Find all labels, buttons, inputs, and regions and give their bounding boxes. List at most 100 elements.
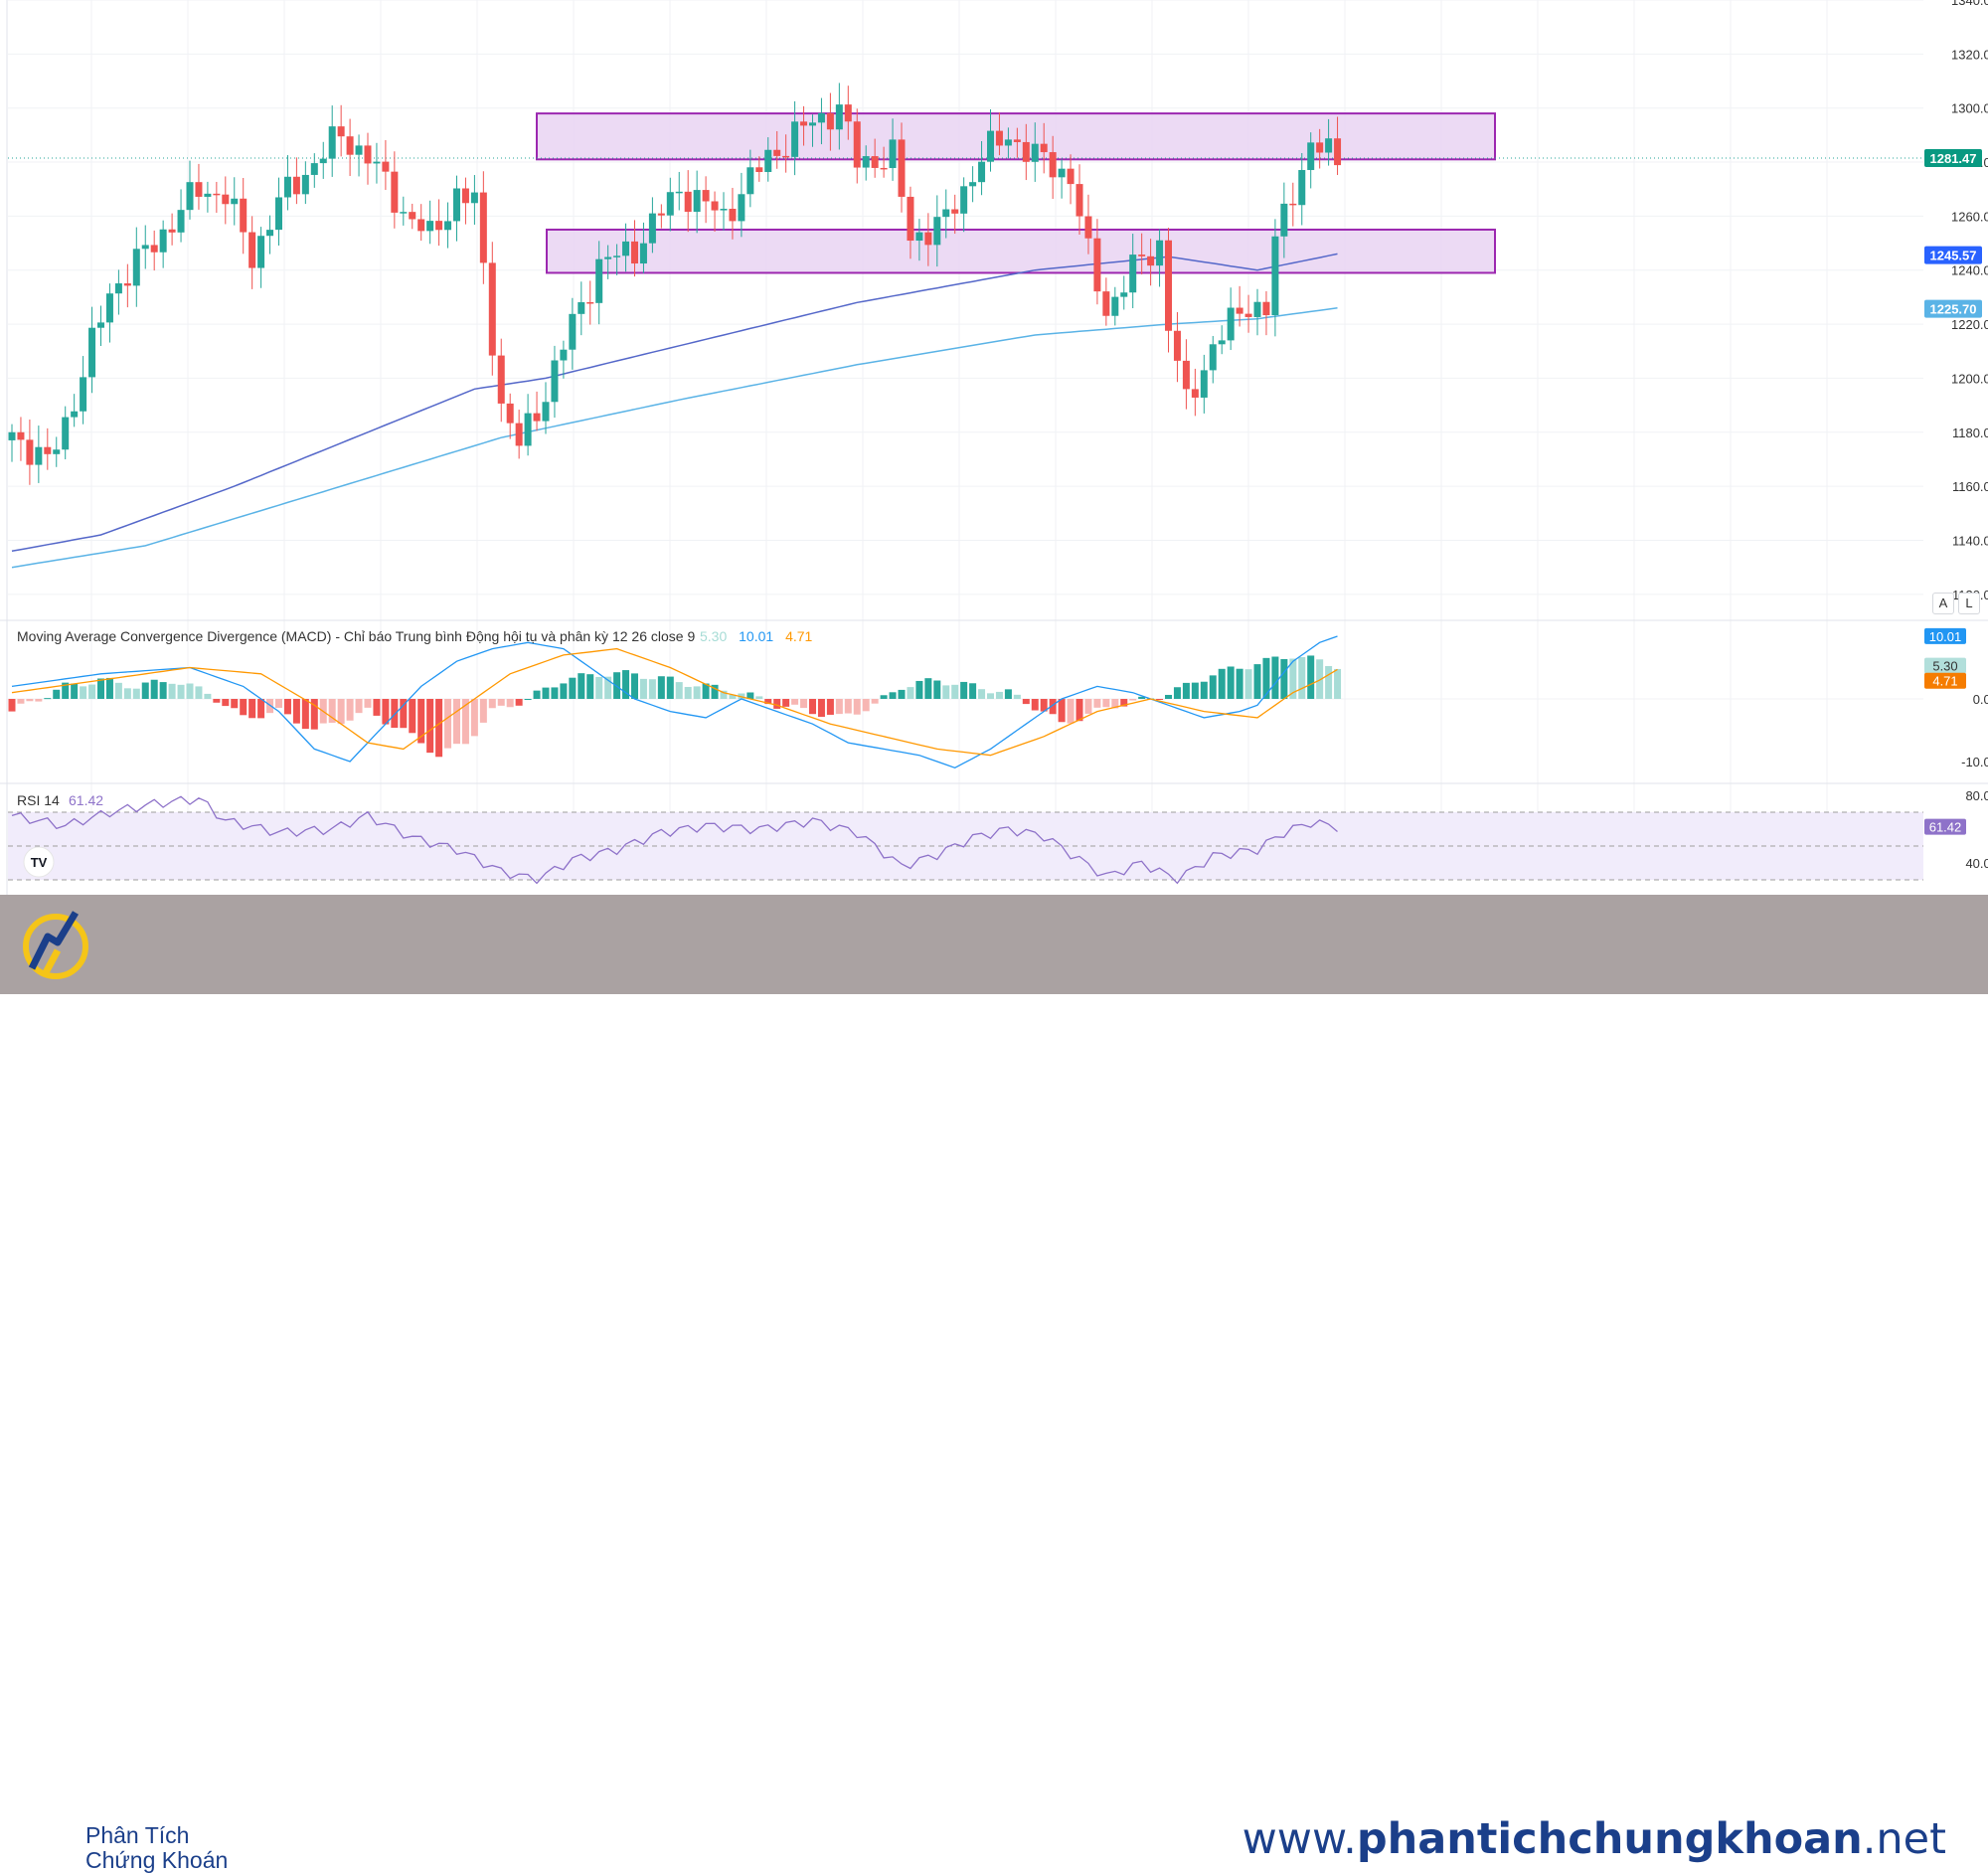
macd-histogram-bar — [1200, 681, 1208, 699]
macd-values: 5.30 10.01 4.71 — [700, 628, 813, 644]
macd-histogram-bar — [53, 689, 61, 699]
macd-histogram-bar — [80, 686, 87, 699]
macd-histogram-bar — [435, 699, 443, 758]
candle-body — [1227, 307, 1235, 341]
candle-body — [693, 190, 701, 213]
macd-histogram-bar — [204, 693, 212, 699]
macd-histogram-bar — [1138, 696, 1146, 699]
candle-body — [907, 196, 914, 242]
candle-body — [1129, 255, 1137, 293]
macd-histogram-bar — [1004, 689, 1012, 699]
signal-label-bg — [1924, 672, 1966, 689]
macd-histogram-bar — [889, 692, 897, 699]
macd-histogram-bar — [791, 699, 799, 705]
price-tick: 1140.00 — [1952, 533, 1988, 548]
candle-body — [132, 249, 140, 286]
candle-body — [1013, 139, 1021, 142]
candle-body — [204, 193, 212, 197]
macd-histogram-bar — [257, 699, 265, 719]
candle-body — [123, 283, 131, 286]
candle-body — [391, 171, 399, 213]
candle-body — [346, 136, 354, 155]
macd-histogram-bar — [648, 679, 656, 699]
candle-body — [1298, 170, 1306, 206]
candle-body — [586, 301, 594, 304]
ma-fast-label-bg — [1924, 246, 1982, 264]
macd-histogram-bar — [1031, 699, 1039, 711]
candle-body — [817, 112, 825, 123]
macd-histogram-bar — [283, 699, 291, 715]
macd-histogram-bar — [1191, 682, 1199, 699]
candle-body — [1253, 301, 1261, 317]
auto-scale-button[interactable]: A — [1932, 593, 1954, 614]
macd-histogram-bar — [1209, 675, 1217, 699]
macd-histogram-bar — [44, 698, 52, 700]
candle-body — [97, 322, 104, 328]
candle-body — [533, 413, 541, 422]
macd-histogram-bar — [720, 690, 728, 699]
candle-body — [595, 258, 603, 303]
price-tick: 1160.00 — [1952, 479, 1988, 494]
candle-body — [417, 219, 425, 232]
ma-slow-label: 1225.70 — [1930, 302, 1977, 317]
macd-histogram-bar — [978, 689, 986, 699]
candle-body — [44, 446, 52, 454]
candle-body — [826, 112, 834, 130]
macd-histogram-bar — [141, 682, 149, 699]
macd-histogram-bar — [479, 699, 487, 723]
macd-histogram-bar — [426, 699, 434, 754]
macd-histogram-bar — [729, 694, 737, 699]
candle-body — [604, 256, 612, 259]
macd-histogram-bar — [639, 678, 647, 699]
macd-histogram-bar — [337, 699, 345, 725]
macd-histogram-bar — [817, 699, 825, 718]
candle-body — [1218, 340, 1226, 345]
macd-histogram-bar — [764, 699, 772, 705]
rsi-pane: 80.00 40.00 61.42 — [8, 788, 1988, 885]
candle-body — [969, 182, 977, 187]
macd-histogram-bar — [292, 699, 300, 724]
candle-body — [355, 145, 363, 155]
candle-body — [1049, 152, 1057, 178]
macd-histogram-bar — [364, 699, 372, 708]
candle-body — [319, 158, 327, 164]
macd-histogram-bar — [835, 699, 843, 715]
candle-body — [266, 230, 274, 237]
macd-histogram-bar — [826, 699, 834, 715]
macd-histogram-bar — [8, 699, 16, 712]
macd-histogram-bar — [657, 676, 665, 699]
macd-histogram-bar — [177, 684, 185, 699]
candle-body — [301, 174, 309, 195]
website-url[interactable]: www.phantichchungkhoan.net — [1242, 1814, 1946, 1864]
macd-histogram-bar — [782, 699, 790, 707]
macd-histogram-bar — [1227, 666, 1235, 699]
candle-body — [1280, 203, 1288, 237]
macd-label: 10.01 — [1929, 629, 1962, 644]
macd-histogram-bar — [533, 690, 541, 699]
macd-histogram-bar — [453, 699, 460, 745]
candle-body — [862, 156, 870, 168]
macd-histogram-bar — [1102, 699, 1110, 708]
candle-body — [17, 431, 25, 440]
macd-tick: 0.00 — [1973, 692, 1988, 707]
candle-body — [488, 262, 496, 356]
macd-histogram-bar — [569, 677, 577, 699]
candle-body — [782, 155, 790, 158]
tradingview-logo[interactable]: TV — [23, 846, 55, 878]
macd-histogram-bar — [159, 682, 167, 699]
macd-histogram-bar — [1253, 664, 1261, 699]
macd-histogram-bar — [898, 689, 906, 699]
macd-pane: 0.00-10.0010.015.304.71 — [8, 627, 1988, 769]
log-scale-button[interactable]: L — [1958, 593, 1980, 614]
candles — [8, 83, 1342, 485]
macd-histogram-bar — [907, 687, 914, 699]
macd-histogram-bar — [684, 686, 692, 699]
ma-fast-line — [11, 253, 1338, 553]
macd-histogram-bar — [1182, 682, 1190, 699]
candle-body — [942, 209, 950, 218]
macd-line — [11, 635, 1338, 769]
macd-histogram-bar — [373, 699, 381, 716]
macd-histogram-bar — [105, 677, 113, 699]
macd-histogram-bar — [346, 699, 354, 721]
macd-histogram-bar — [675, 682, 683, 699]
